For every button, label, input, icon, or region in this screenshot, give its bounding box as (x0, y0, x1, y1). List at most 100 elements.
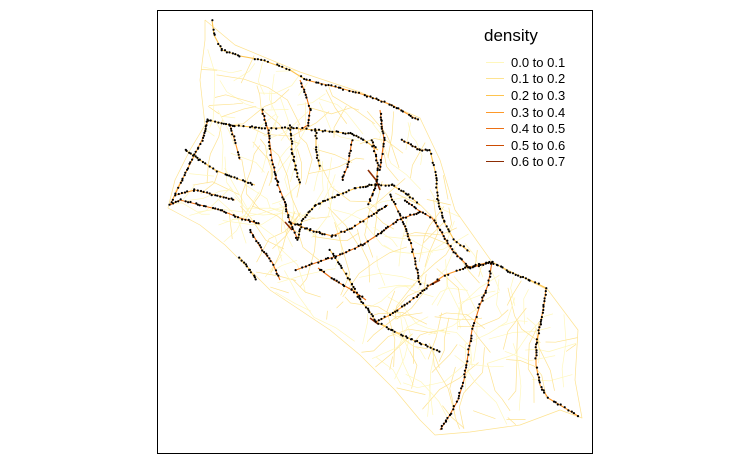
event-point (423, 288, 426, 292)
event-point (454, 252, 457, 255)
event-point (181, 179, 184, 182)
event-point (310, 129, 313, 132)
minor-road (410, 142, 426, 179)
event-point (244, 263, 248, 266)
minor-road (311, 185, 335, 238)
hotspot-road (369, 317, 379, 325)
event-point (394, 310, 397, 313)
event-point (250, 125, 254, 128)
event-point (236, 177, 239, 180)
event-point (204, 162, 207, 165)
minor-road (206, 119, 223, 184)
event-point (177, 200, 180, 203)
event-point (473, 322, 476, 325)
event-point (314, 134, 317, 137)
event-point (343, 284, 346, 288)
event-point (233, 176, 236, 179)
event-point (301, 266, 304, 269)
minor-road (442, 175, 449, 200)
event-point (487, 283, 490, 287)
event-point (407, 202, 411, 205)
event-point (347, 132, 350, 135)
event-point (290, 148, 293, 151)
event-point (309, 108, 312, 112)
minor-road (465, 297, 516, 345)
minor-road (260, 138, 272, 183)
event-point (344, 132, 347, 135)
main-road (404, 199, 493, 269)
event-point (377, 98, 380, 102)
event-point (307, 121, 310, 124)
event-point (315, 131, 318, 135)
minor-road (418, 220, 455, 289)
event-point (540, 386, 543, 389)
minor-road (437, 329, 473, 367)
minor-road (454, 355, 504, 368)
event-point (477, 306, 480, 309)
event-point (330, 257, 333, 260)
minor-road (284, 270, 355, 342)
event-point (269, 153, 272, 157)
event-point (452, 238, 455, 241)
event-point (341, 175, 344, 179)
event-point (542, 308, 545, 312)
event-point (535, 351, 538, 354)
event-point (368, 183, 371, 186)
event-point (334, 85, 337, 88)
event-point (448, 230, 451, 233)
event-point (348, 227, 351, 230)
event-point (210, 194, 213, 197)
minor-road (290, 135, 298, 182)
main-road (184, 149, 256, 186)
minor-road (297, 123, 313, 185)
event-point (343, 170, 346, 174)
event-point (436, 194, 439, 197)
event-point (248, 220, 252, 223)
event-point (290, 134, 293, 137)
event-point (228, 51, 231, 54)
main-road (295, 211, 421, 271)
event-point (252, 220, 256, 223)
minor-road (384, 236, 434, 253)
event-point (425, 287, 428, 290)
event-point (416, 118, 420, 121)
event-point (290, 126, 293, 129)
event-point (305, 78, 308, 81)
minor-road (413, 329, 445, 364)
event-point (421, 211, 424, 214)
event-point (289, 221, 292, 224)
event-point (272, 263, 275, 266)
event-point (375, 180, 378, 183)
event-point (424, 343, 427, 346)
event-point (378, 208, 381, 211)
event-point (395, 107, 398, 110)
event-point (269, 260, 272, 263)
event-point (376, 178, 379, 181)
minor-road (371, 337, 406, 359)
event-point (293, 160, 296, 163)
event-point (330, 277, 333, 280)
event-point (440, 424, 443, 428)
minor-road (506, 359, 547, 398)
event-point (461, 385, 464, 388)
legend-rows: 0.0 to 0.1 0.1 to 0.2 0.2 to 0.3 0.3 to 0.4… (482, 54, 565, 170)
event-point (334, 234, 337, 237)
event-point (416, 148, 419, 151)
event-point (281, 65, 284, 68)
event-point (348, 278, 351, 281)
event-point (413, 257, 417, 260)
event-point (241, 179, 245, 182)
event-point (380, 100, 383, 103)
event-point (463, 373, 466, 376)
event-point (243, 180, 246, 183)
event-point (402, 190, 405, 193)
minor-road (387, 296, 451, 335)
event-point (342, 192, 345, 195)
event-point (426, 345, 429, 348)
event-point (297, 233, 301, 236)
event-point (278, 64, 281, 67)
event-point (315, 146, 318, 149)
event-point (331, 130, 334, 133)
event-point (274, 269, 278, 272)
event-point (208, 165, 211, 168)
